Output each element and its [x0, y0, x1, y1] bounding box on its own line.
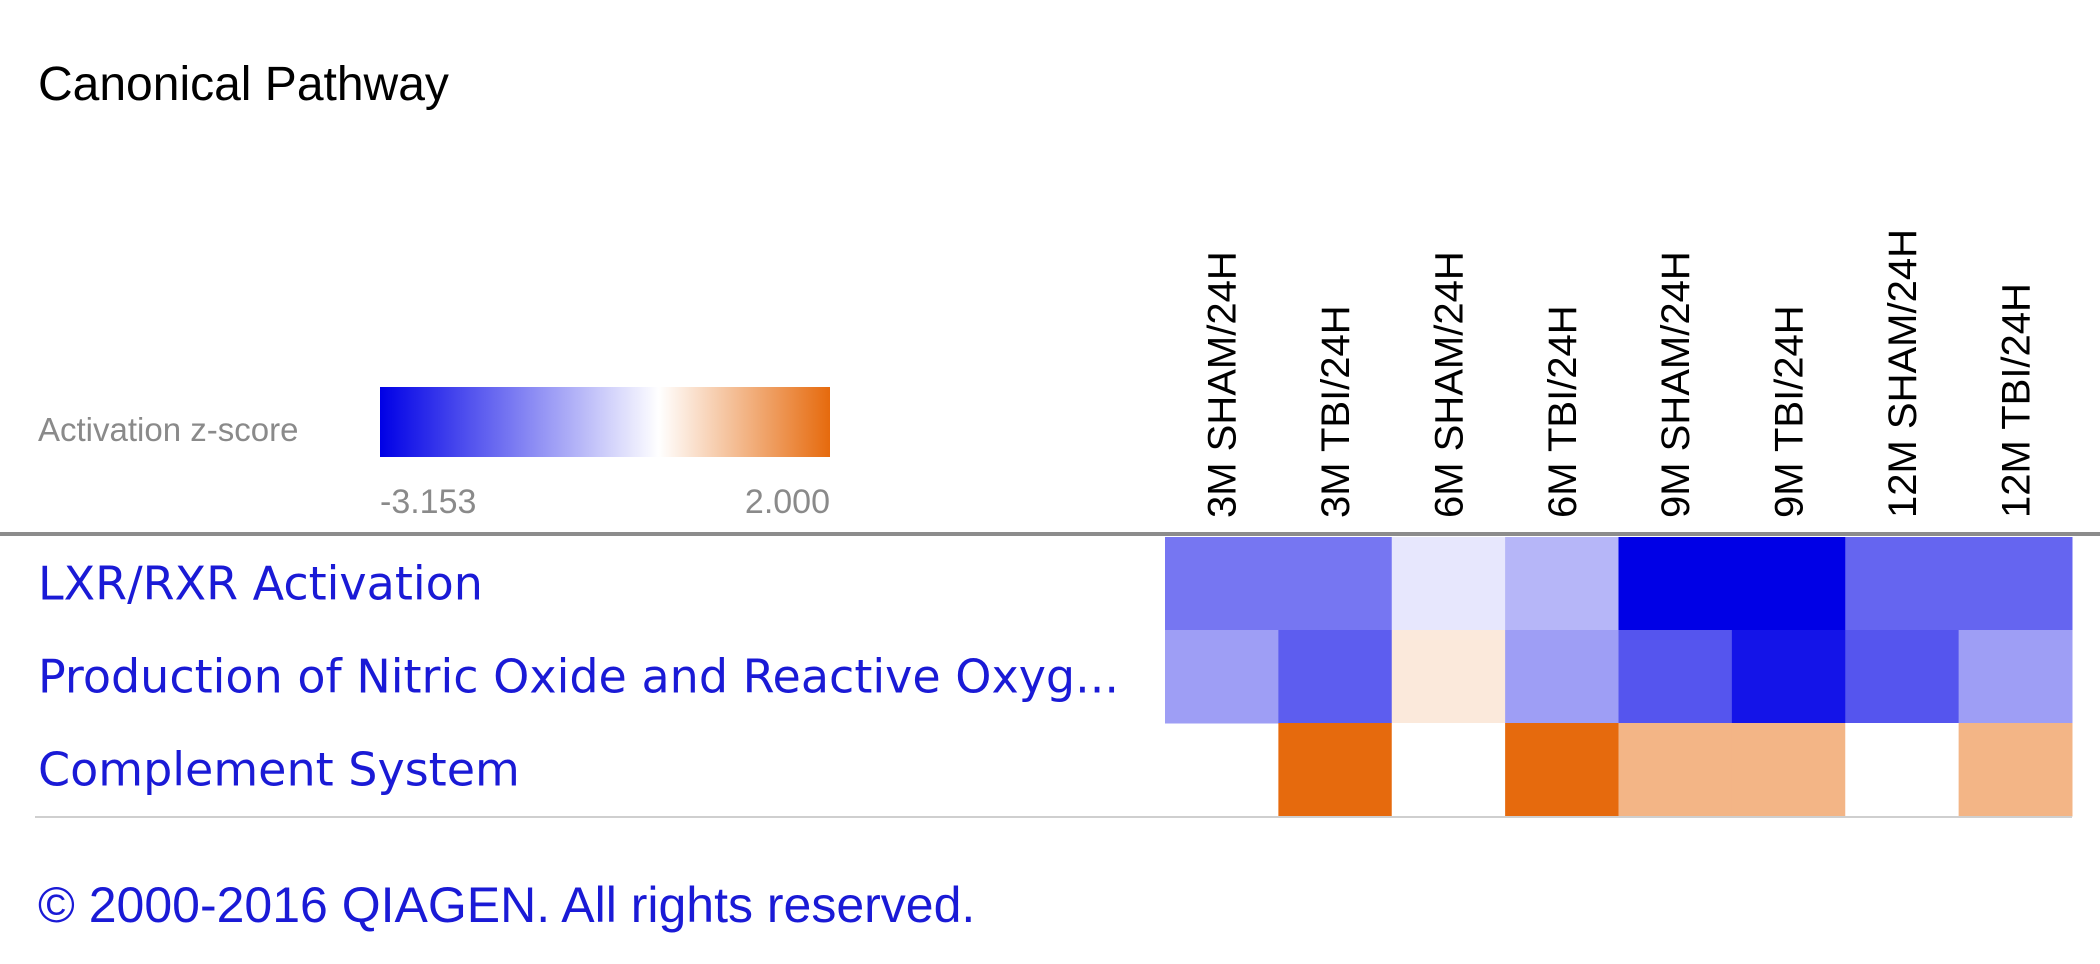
heatmap-cell [1618, 537, 1733, 631]
heatmap-cell [1165, 537, 1279, 631]
copyright-footer: © 2000-2016 QIAGEN. All rights reserved. [38, 877, 975, 933]
chart-title: Canonical Pathway [38, 58, 449, 111]
heatmap-cell [1505, 537, 1619, 631]
heatmap-cell [1845, 537, 1960, 631]
heatmap-cell [1391, 723, 1506, 817]
heatmap-cell [1958, 630, 2073, 724]
column-label: 9M SHAM/24H [1654, 251, 1698, 518]
heatmap-cell [1958, 537, 2073, 631]
heatmap-cell [1845, 723, 1960, 817]
column-labels: 3M SHAM/24H 3M TBI/24H 6M SHAM/24H 6M TBI/2… [1201, 229, 2039, 518]
heatmap-cell [1618, 630, 1733, 724]
heatmap-cell [1731, 630, 1846, 724]
heatmap-cell [1278, 630, 1393, 724]
legend-gradient-bar [380, 387, 830, 457]
heatmap-cell [1845, 630, 1960, 724]
legend: Activation z-score -3.153 2.000 [38, 387, 830, 521]
legend-min-label: -3.153 [380, 483, 476, 521]
column-label: 6M TBI/24H [1541, 305, 1585, 518]
heatmap-cell [1278, 537, 1393, 631]
heatmap-cell [1391, 537, 1506, 631]
heatmap-cell [1618, 723, 1733, 817]
heatmap-cell [1958, 723, 2073, 817]
column-label: 12M SHAM/24H [1881, 229, 1925, 518]
row-label[interactable]: LXR/RXR Activation [38, 557, 483, 611]
row-label[interactable]: Complement System [38, 743, 520, 797]
row-label[interactable]: Production of Nitric Oxide and Reactive … [38, 650, 1119, 704]
heatmap-cell [1505, 630, 1619, 724]
heatmap-cell [1391, 630, 1506, 724]
heatmap-cell [1165, 630, 1279, 724]
heatmap-cell [1505, 723, 1619, 817]
column-label: 6M SHAM/24H [1427, 251, 1471, 518]
legend-max-label: 2.000 [745, 483, 830, 521]
column-label: 12M TBI/24H [1994, 283, 2038, 518]
column-label: 3M TBI/24H [1314, 305, 1358, 518]
heatmap-cells [1165, 537, 2073, 817]
column-label: 3M SHAM/24H [1201, 251, 1245, 518]
heatmap-cell [1731, 537, 1846, 631]
column-label: 9M TBI/24H [1768, 305, 1812, 518]
legend-label: Activation z-score [38, 411, 298, 448]
row-labels: LXR/RXR Activation Production of Nitric O… [38, 557, 1119, 797]
heatmap-cell [1731, 723, 1846, 817]
heatmap-cell [1278, 723, 1393, 817]
